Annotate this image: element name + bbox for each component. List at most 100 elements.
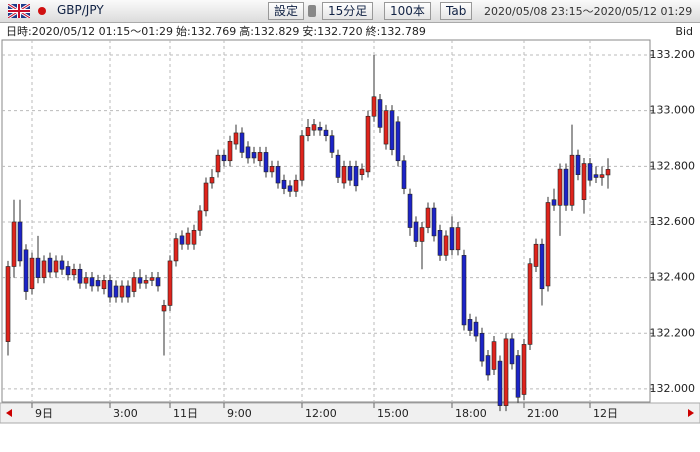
- candle-body: [383, 110, 389, 145]
- candle-body: [497, 360, 503, 406]
- candle-body: [551, 199, 557, 206]
- candle-body: [365, 115, 371, 173]
- candle-body: [269, 166, 275, 173]
- candle-body: [461, 255, 467, 326]
- candle-body: [209, 177, 215, 184]
- candle-body: [17, 221, 23, 262]
- candle-body: [317, 127, 323, 131]
- candle-body: [299, 135, 305, 181]
- candle-body: [125, 285, 131, 298]
- candle-body: [527, 263, 533, 345]
- candle-body: [131, 277, 137, 292]
- candle-body: [23, 249, 29, 292]
- x-tick-label: 11日: [173, 407, 198, 420]
- candle-body: [485, 355, 491, 376]
- x-tick-label: 3:00: [113, 407, 138, 420]
- candle-body: [443, 235, 449, 256]
- candle-body: [311, 124, 317, 131]
- candle-body: [305, 127, 311, 137]
- candle-body: [65, 266, 71, 276]
- candle-body: [227, 140, 233, 162]
- candle-body: [449, 227, 455, 251]
- y-tick-label: 133.200: [650, 48, 696, 61]
- info-text: 始:132.769: [176, 24, 236, 38]
- x-tick-label: 15:00: [377, 407, 409, 420]
- candle-body: [371, 96, 377, 117]
- candle-body: [293, 179, 299, 192]
- count-button[interactable]: 100本: [384, 2, 431, 20]
- settings-button[interactable]: 設定: [268, 2, 305, 20]
- timeframe-button[interactable]: 15分足: [322, 2, 374, 20]
- tab-button[interactable]: Tab: [440, 2, 473, 20]
- candle-body: [599, 174, 605, 178]
- candle-body: [83, 277, 89, 284]
- candle-body: [569, 154, 575, 206]
- candle-body: [467, 319, 473, 331]
- candle-body: [437, 230, 443, 256]
- candle-body: [161, 305, 167, 312]
- candle-body: [509, 338, 515, 365]
- candle-body: [101, 280, 107, 290]
- candle-body: [347, 166, 353, 181]
- candle-body: [581, 163, 587, 201]
- candle-body: [221, 154, 227, 162]
- candle-body: [587, 163, 593, 181]
- y-tick-label: 132.000: [650, 382, 696, 395]
- candle-body: [323, 129, 329, 137]
- candle-body: [89, 277, 95, 287]
- candle-body: [215, 154, 221, 173]
- candle-body: [425, 207, 431, 228]
- candle-body: [593, 174, 599, 178]
- candle-body: [71, 268, 77, 276]
- candle-body: [53, 260, 59, 273]
- candle-body: [335, 154, 341, 178]
- candle-body: [41, 260, 47, 278]
- candle-body: [281, 179, 287, 189]
- candle-body: [359, 168, 365, 175]
- candle-body: [179, 235, 185, 245]
- candle-body: [545, 202, 551, 287]
- candle-body: [173, 238, 179, 262]
- candle-body: [5, 266, 11, 342]
- x-scroll-bar: [0, 402, 700, 424]
- info-text: 終:132.789: [366, 24, 426, 38]
- info-text: 安:132.720: [302, 24, 362, 38]
- x-tick-label: 12日: [593, 407, 618, 420]
- plot-area: [1, 39, 651, 403]
- candle-body: [329, 135, 335, 153]
- candle-body: [557, 168, 563, 206]
- info-bar: [0, 23, 700, 40]
- candle-body: [155, 277, 161, 287]
- x-tick-label: 18:00: [455, 407, 487, 420]
- candle-body: [491, 341, 497, 370]
- candle-body: [473, 321, 479, 337]
- memo-icon[interactable]: [307, 4, 317, 18]
- chart: 日時:2020/05/12 01:15～01:29 始:132.769 高:132.…: [0, 23, 700, 424]
- candle-body: [107, 280, 113, 298]
- candle-body: [353, 166, 359, 187]
- scroll-right[interactable]: [688, 409, 694, 417]
- candle-body: [563, 168, 569, 206]
- candle-body: [203, 182, 209, 212]
- candle-body: [401, 160, 407, 189]
- candle-body: [95, 280, 101, 287]
- candle-body: [575, 154, 581, 175]
- candle-body: [407, 193, 413, 228]
- scroll-left[interactable]: [6, 409, 12, 417]
- candle-body: [191, 230, 197, 245]
- info-text: 高:132.829: [239, 24, 299, 38]
- candle-body: [341, 166, 347, 184]
- y-tick-label: 132.200: [650, 326, 696, 339]
- info-text: 日時:2020/05/12 01:15～01:29: [6, 25, 173, 38]
- candle-body: [143, 280, 149, 284]
- candle-body: [263, 152, 269, 173]
- candle-body: [137, 277, 143, 284]
- candle-body: [533, 243, 539, 267]
- candle-body: [521, 344, 527, 395]
- candle-body: [605, 169, 611, 176]
- currency-pair[interactable]: GBP/JPY: [57, 3, 104, 17]
- candle-body: [479, 332, 485, 362]
- x-tick-label: 12:00: [305, 407, 337, 420]
- date-range: 2020/05/08 23:15～2020/05/12 01:29: [484, 5, 693, 18]
- y-tick-label: 132.600: [650, 215, 696, 228]
